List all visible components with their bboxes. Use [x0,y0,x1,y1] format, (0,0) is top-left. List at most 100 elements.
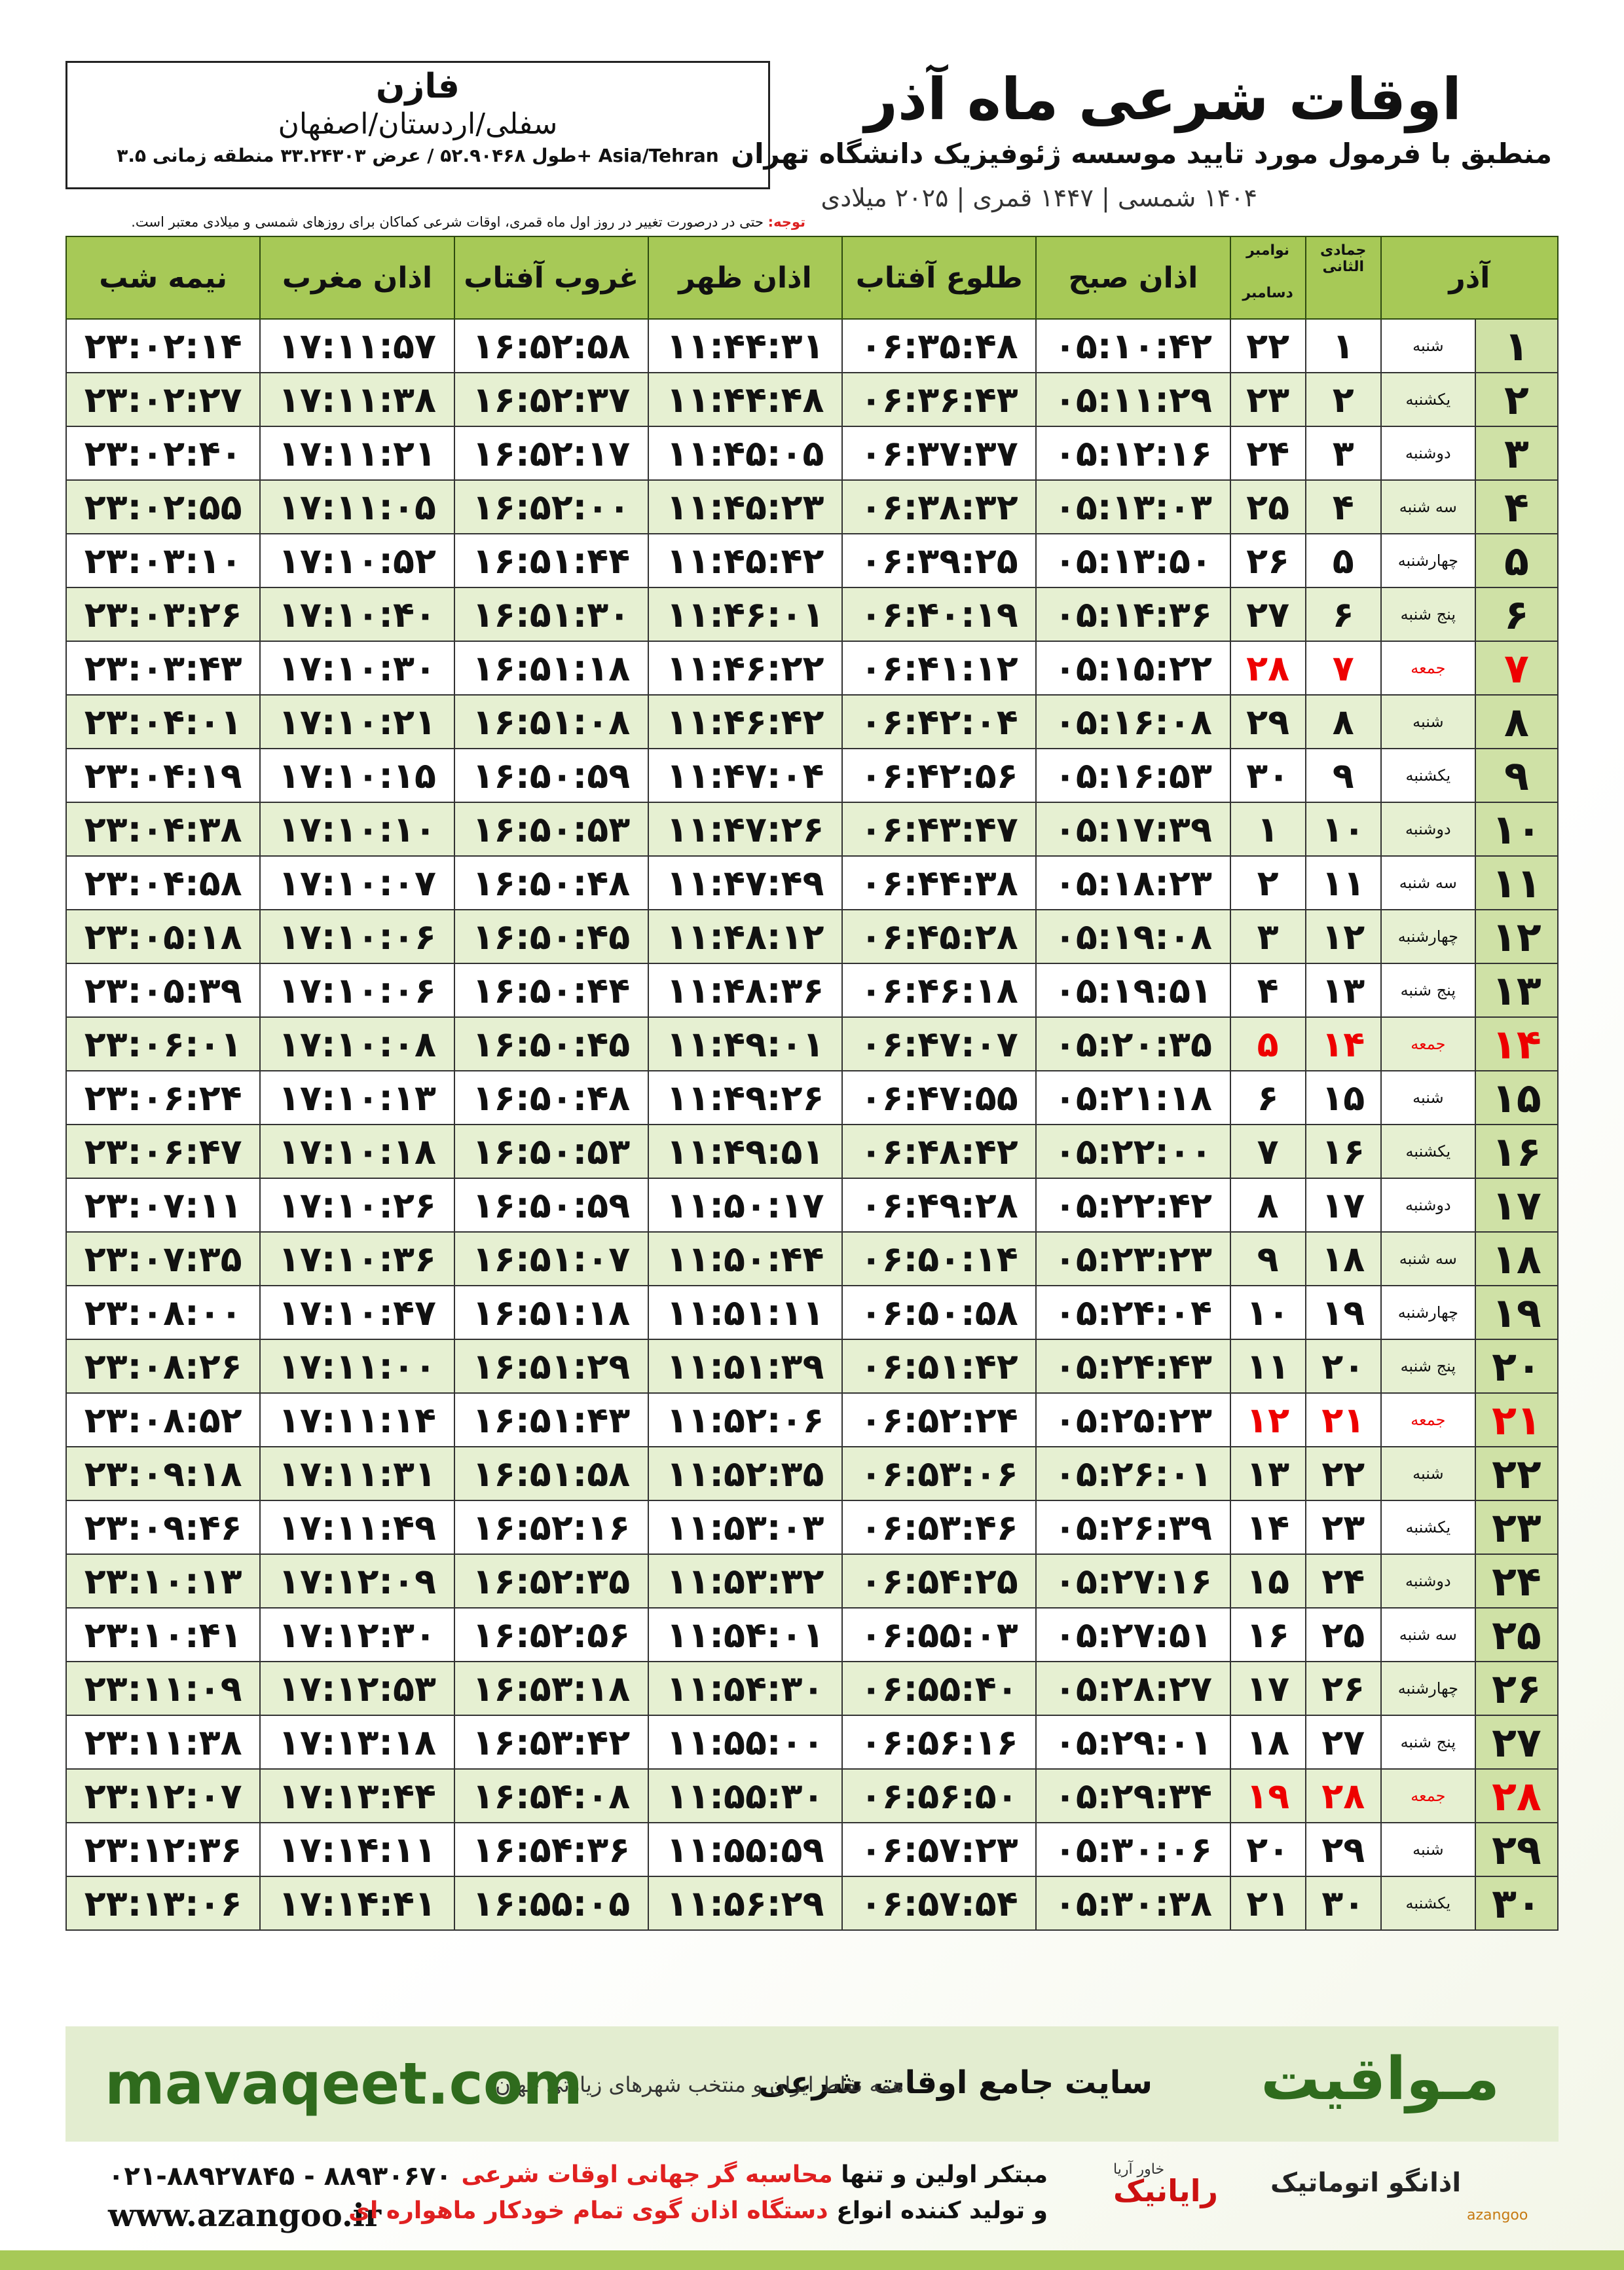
fajr: ۰۵:۲۵:۲۳ [1035,1392,1231,1447]
midnight: ۲۳:۰۲:۱۴ [65,318,261,373]
hijri-day: ۳۰ [1304,1876,1382,1931]
sunset: ۱۶:۵۳:۱۸ [453,1661,649,1716]
maghrib: ۱۷:۱۲:۰۹ [259,1554,455,1609]
weekday: چهارشنبه [1380,1661,1476,1716]
day: ۲۲ [1474,1446,1559,1501]
maghrib: ۱۷:۱۳:۴۴ [259,1768,455,1823]
maghrib: ۱۷:۱۱:۲۱ [259,426,455,481]
midnight: ۲۳:۰۲:۴۰ [65,426,261,481]
maghrib: ۱۷:۱۴:۴۱ [259,1876,455,1931]
dhuhr: ۱۱:۴۹:۵۱ [647,1124,843,1179]
col-sunset: غروب آفتاب [453,236,649,320]
col-sunrise: طلوع آفتاب [841,236,1037,320]
sunset: ۱۶:۵۱:۱۸ [453,1285,649,1340]
day: ۱۵ [1474,1070,1559,1125]
sunrise: ۰۶:۴۴:۳۸ [841,855,1037,910]
greg-bottom: دسامبر [1242,285,1293,301]
sunset: ۱۶:۵۱:۱۸ [453,641,649,696]
hijri-day: ۲۳ [1304,1500,1382,1555]
greg-day: ۱۵ [1229,1554,1306,1609]
greg-day: ۲ [1229,855,1306,910]
col-day: آذر [1380,236,1559,320]
maghrib: ۱۷:۱۰:۲۱ [259,694,455,749]
sunrise: ۰۶:۴۰:۱۹ [841,587,1037,642]
sunrise: ۰۶:۵۳:۰۶ [841,1446,1037,1501]
maghrib: ۱۷:۱۱:۳۸ [259,372,455,427]
hijri-day: ۳ [1304,426,1382,481]
fajr: ۰۵:۱۵:۲۲ [1035,641,1231,696]
sunset: ۱۶:۵۱:۰۷ [453,1231,649,1286]
maghrib: ۱۷:۱۰:۴۰ [259,587,455,642]
weekday: دوشنبه [1380,1178,1476,1233]
sunset: ۱۶:۵۰:۵۳ [453,802,649,857]
midnight: ۲۳:۰۸:۰۰ [65,1285,261,1340]
hijri-day: ۱۴ [1304,1016,1382,1071]
dhuhr: ۱۱:۴۶:۲۲ [647,641,843,696]
table-row: ۷ جمعه ۷ ۲۸ ۰۵:۱۵:۲۲ ۰۶:۴۱:۱۲ ۱۱:۴۶:۲۲ ۱۶:۵۱:۱۸… [65,641,1559,696]
day: ۲۱ [1474,1392,1559,1447]
midnight: ۲۳:۰۴:۳۸ [65,802,261,857]
day: ۳۰ [1474,1876,1559,1931]
day: ۸ [1474,694,1559,749]
fajr: ۰۵:۲۴:۴۳ [1035,1339,1231,1394]
greg-day: ۲۷ [1229,587,1306,642]
greg-day: ۱۲ [1229,1392,1306,1447]
hijri-day: ۲۵ [1304,1607,1382,1662]
weekday: سه شنبه [1380,1231,1476,1286]
midnight: ۲۳:۰۲:۲۷ [65,372,261,427]
table-row: ۱۶ یکشنبه ۱۶ ۷ ۰۵:۲۲:۰۰ ۰۶:۴۸:۴۲ ۱۱:۴۹:۵۱ ۱۶:۵۰… [65,1124,1559,1179]
weekday: پنج شنبه [1380,963,1476,1018]
midnight: ۲۳:۰۲:۵۵ [65,479,261,534]
col-hijri: جمادی الثانی [1304,236,1382,320]
site[interactable]: mavaqeet.com [105,2050,583,2117]
sunrise: ۰۶:۵۷:۵۴ [841,1876,1037,1931]
midnight: ۲۳:۰۵:۱۸ [65,909,261,964]
table-row: ۵ چهارشنبه ۵ ۲۶ ۰۵:۱۳:۵۰ ۰۶:۳۹:۲۵ ۱۱:۴۵:۴۲ ۱۶:۵… [65,533,1559,588]
dhuhr: ۱۱:۵۴:۰۱ [647,1607,843,1662]
sunrise: ۰۶:۵۰:۱۴ [841,1231,1037,1286]
greg-day: ۸ [1229,1178,1306,1233]
dhuhr: ۱۱:۵۳:۳۲ [647,1554,843,1609]
prayer-table: آذر جمادی الثانی نوامبر دسامبر اذان صبح ط… [65,236,1559,1931]
sunrise: ۰۶:۵۶:۵۰ [841,1768,1037,1823]
table-row: ۲۲ شنبه ۲۲ ۱۳ ۰۵:۲۶:۰۱ ۰۶:۵۳:۰۶ ۱۱:۵۲:۳۵ ۱۶:۵۱:… [65,1446,1559,1501]
hijri-day: ۱۰ [1304,802,1382,857]
dhuhr: ۱۱:۴۹:۲۶ [647,1070,843,1125]
sunrise: ۰۶:۴۵:۲۸ [841,909,1037,964]
maghrib: ۱۷:۱۰:۵۲ [259,533,455,588]
maghrib: ۱۷:۱۰:۰۸ [259,1016,455,1071]
greg-day: ۹ [1229,1231,1306,1286]
weekday: سه شنبه [1380,1607,1476,1662]
greg-day: ۱۶ [1229,1607,1306,1662]
greg-day: ۲۹ [1229,694,1306,749]
day: ۱۳ [1474,963,1559,1018]
greg-day: ۳۰ [1229,748,1306,803]
midnight: ۲۳:۰۶:۰۱ [65,1016,261,1071]
midnight: ۲۳:۰۴:۵۸ [65,855,261,910]
dhuhr: ۱۱:۴۸:۱۲ [647,909,843,964]
logo: اذانگو اتوماتیک [1270,2168,1462,2198]
fajr: ۰۵:۲۲:۰۰ [1035,1124,1231,1179]
greg-day: ۱ [1229,802,1306,857]
hijri-day: ۸ [1304,694,1382,749]
greg-day: ۲۰ [1229,1822,1306,1877]
hijri-day: ۴ [1304,479,1382,534]
hijri-day: ۱۱ [1304,855,1382,910]
web[interactable]: www.azangoo.ir [108,2197,382,2234]
dhuhr: ۱۱:۴۶:۰۱ [647,587,843,642]
coordinates: طول ۵۲.۹۰۴۶۸ / عرض ۳۳.۲۴۳۰۳ منطقه زمانی … [117,145,719,166]
dhuhr: ۱۱:۴۴:۴۸ [647,372,843,427]
greg-day: ۱۹ [1229,1768,1306,1823]
sunrise: ۰۶:۵۱:۴۲ [841,1339,1037,1394]
greg-day: ۱۱ [1229,1339,1306,1394]
dhuhr: ۱۱:۵۲:۰۶ [647,1392,843,1447]
promo-text: و تولید کننده انواع [836,2197,1048,2224]
greg-day: ۱۷ [1229,1661,1306,1716]
dhuhr: ۱۱:۴۷:۰۴ [647,748,843,803]
hijri-day: ۲۶ [1304,1661,1382,1716]
midnight: ۲۳:۰۳:۲۶ [65,587,261,642]
dhuhr: ۱۱:۴۹:۰۱ [647,1016,843,1071]
table-row: ۲ یکشنبه ۲ ۲۳ ۰۵:۱۱:۲۹ ۰۶:۳۶:۴۳ ۱۱:۴۴:۴۸ ۱۶:۵۲:… [65,372,1559,427]
greg-day: ۱۳ [1229,1446,1306,1501]
day: ۲۴ [1474,1554,1559,1609]
